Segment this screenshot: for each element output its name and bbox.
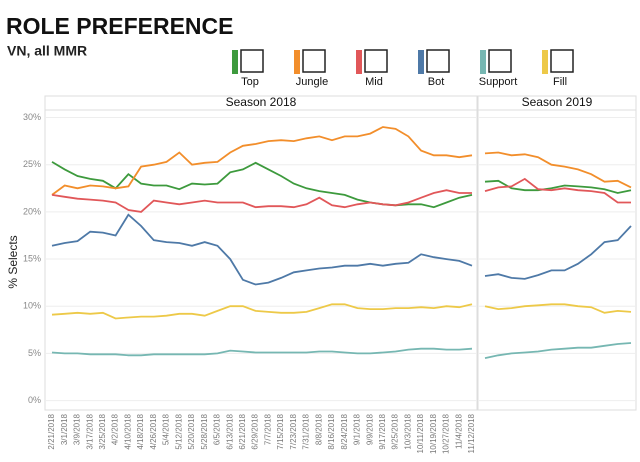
chart-title: ROLE PREFERENCE xyxy=(6,13,233,39)
chart-subtitle: VN, all MMR xyxy=(7,43,87,59)
x-tick-label: 4/2/2018 xyxy=(111,413,120,445)
legend-swatch xyxy=(356,50,362,74)
line-series xyxy=(51,303,473,320)
panel-title: Season 2019 xyxy=(522,95,593,109)
x-tick-label: 6/29/2018 xyxy=(251,413,260,449)
panel-frame xyxy=(44,95,478,411)
legend-icon xyxy=(240,49,264,73)
legend-label: Support xyxy=(479,76,518,88)
x-tick-label: 10/11/2018 xyxy=(416,413,425,453)
legend-swatch xyxy=(480,50,486,74)
x-tick-label: 5/28/2018 xyxy=(200,413,209,449)
line-series xyxy=(484,303,632,314)
x-tick-label: 9/9/2018 xyxy=(365,413,374,445)
line-series xyxy=(51,161,473,209)
y-tick-label: 30% xyxy=(23,112,41,122)
x-tick-label: 9/1/2018 xyxy=(353,413,362,445)
line-series xyxy=(484,151,632,189)
x-tick-label: 4/18/2018 xyxy=(136,413,145,449)
line-series xyxy=(51,213,473,286)
x-tick-label: 6/21/2018 xyxy=(238,413,247,449)
legend-icon xyxy=(488,49,512,73)
legend-icon xyxy=(426,49,450,73)
y-tick-label: 25% xyxy=(23,159,41,169)
x-tick-label: 3/25/2018 xyxy=(98,413,107,449)
line-series xyxy=(51,189,472,213)
legend-label: Mid xyxy=(365,76,383,88)
panel-title: Season 2018 xyxy=(226,95,297,109)
x-tick-label: 7/15/2018 xyxy=(276,413,285,449)
legend-label: Jungle xyxy=(296,76,328,88)
x-tick-label: 7/31/2018 xyxy=(302,413,311,449)
line-series xyxy=(51,126,473,196)
x-tick-label: 7/7/2018 xyxy=(263,413,272,445)
panel-frame xyxy=(477,95,637,411)
line-series xyxy=(484,342,632,359)
x-tick-label: 9/25/2018 xyxy=(391,413,400,449)
y-tick-label: 0% xyxy=(28,395,41,405)
legend-swatch xyxy=(418,50,424,74)
line-series xyxy=(484,177,631,204)
x-tick-label: 10/19/2018 xyxy=(429,413,438,454)
x-tick-label: 2/21/2018 xyxy=(47,413,56,449)
y-axis-label: % Selects xyxy=(6,235,20,288)
legend-swatch xyxy=(294,50,300,74)
legend-label: Top xyxy=(241,76,259,88)
x-tick-label: 3/9/2018 xyxy=(73,413,82,445)
line-series xyxy=(484,225,632,280)
legend-swatch xyxy=(542,50,548,74)
x-tick-label: 8/8/2018 xyxy=(314,413,323,445)
y-tick-label: 20% xyxy=(23,206,41,216)
x-tick-label: 5/12/2018 xyxy=(174,413,183,449)
x-tick-label: 6/13/2018 xyxy=(225,413,234,449)
line-series xyxy=(51,347,473,357)
x-tick-label: 5/20/2018 xyxy=(187,413,196,449)
x-tick-label: 10/3/2018 xyxy=(403,413,412,449)
y-tick-label: 15% xyxy=(23,253,41,263)
legend-swatch xyxy=(232,50,238,74)
x-tick-label: 3/1/2018 xyxy=(60,413,69,445)
x-tick-label: 6/5/2018 xyxy=(213,413,222,445)
x-tick-label: 8/16/2018 xyxy=(327,413,336,449)
x-tick-label: 10/27/2018 xyxy=(442,413,451,454)
x-tick-label: 11/12/2018 xyxy=(467,413,476,453)
x-tick-label: 5/4/2018 xyxy=(162,413,171,445)
y-tick-label: 10% xyxy=(23,301,41,311)
legend-label: Bot xyxy=(428,76,445,88)
y-tick-label: 5% xyxy=(28,348,41,358)
x-tick-label: 3/17/2018 xyxy=(85,413,94,449)
x-tick-label: 4/10/2018 xyxy=(123,413,132,449)
legend-icon xyxy=(364,49,388,73)
x-tick-label: 9/17/2018 xyxy=(378,413,387,449)
legend-icon xyxy=(550,49,574,73)
legend-icon xyxy=(302,49,326,73)
x-tick-label: 7/23/2018 xyxy=(289,413,298,449)
x-tick-label: 11/4/2018 xyxy=(454,413,463,449)
x-tick-label: 8/24/2018 xyxy=(340,413,349,449)
x-tick-label: 4/26/2018 xyxy=(149,413,158,449)
legend-label: Fill xyxy=(553,76,567,88)
